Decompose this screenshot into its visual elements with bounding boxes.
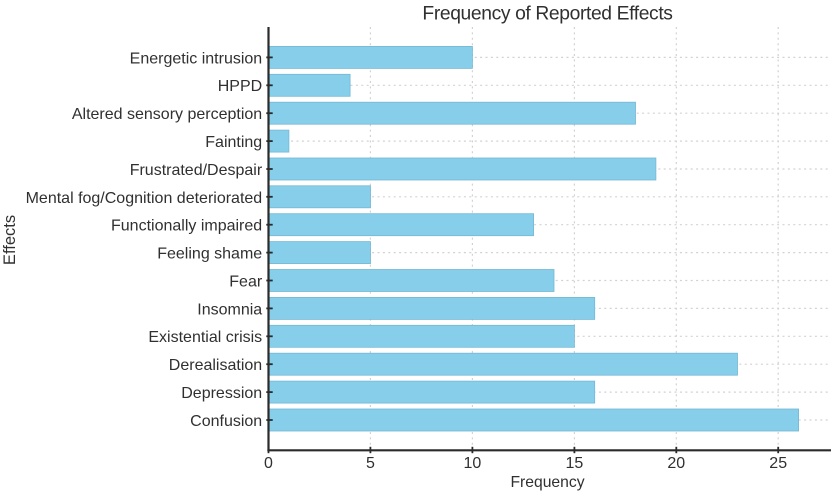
svg-text:Insomnia: Insomnia bbox=[197, 301, 262, 318]
svg-text:HPPD: HPPD bbox=[218, 78, 262, 95]
svg-text:15: 15 bbox=[566, 455, 584, 472]
svg-text:Depression: Depression bbox=[181, 385, 262, 402]
svg-text:5: 5 bbox=[366, 455, 375, 472]
svg-text:10: 10 bbox=[464, 455, 482, 472]
svg-text:Feeling shame: Feeling shame bbox=[157, 246, 262, 263]
svg-text:Frustrated/Despair: Frustrated/Despair bbox=[130, 162, 263, 179]
svg-text:Effects: Effects bbox=[1, 215, 19, 265]
svg-text:0: 0 bbox=[264, 455, 273, 472]
svg-text:Fainting: Fainting bbox=[205, 134, 262, 151]
svg-text:Derealisation: Derealisation bbox=[169, 357, 262, 374]
svg-text:Fear: Fear bbox=[229, 273, 263, 290]
svg-text:Mental fog/Cognition deteriora: Mental fog/Cognition deteriorated bbox=[26, 190, 263, 207]
svg-text:Frequency: Frequency bbox=[510, 474, 584, 491]
svg-text:Confusion: Confusion bbox=[190, 413, 262, 430]
svg-text:25: 25 bbox=[769, 455, 787, 472]
svg-text:Energetic intrusion: Energetic intrusion bbox=[130, 50, 263, 67]
svg-text:20: 20 bbox=[667, 455, 685, 472]
svg-text:Functionally impaired: Functionally impaired bbox=[111, 218, 262, 235]
svg-text:Frequency of Reported Effects: Frequency of Reported Effects bbox=[422, 4, 672, 25]
svg-text:Altered sensory perception: Altered sensory perception bbox=[72, 106, 262, 123]
svg-text:Existential crisis: Existential crisis bbox=[148, 329, 262, 346]
